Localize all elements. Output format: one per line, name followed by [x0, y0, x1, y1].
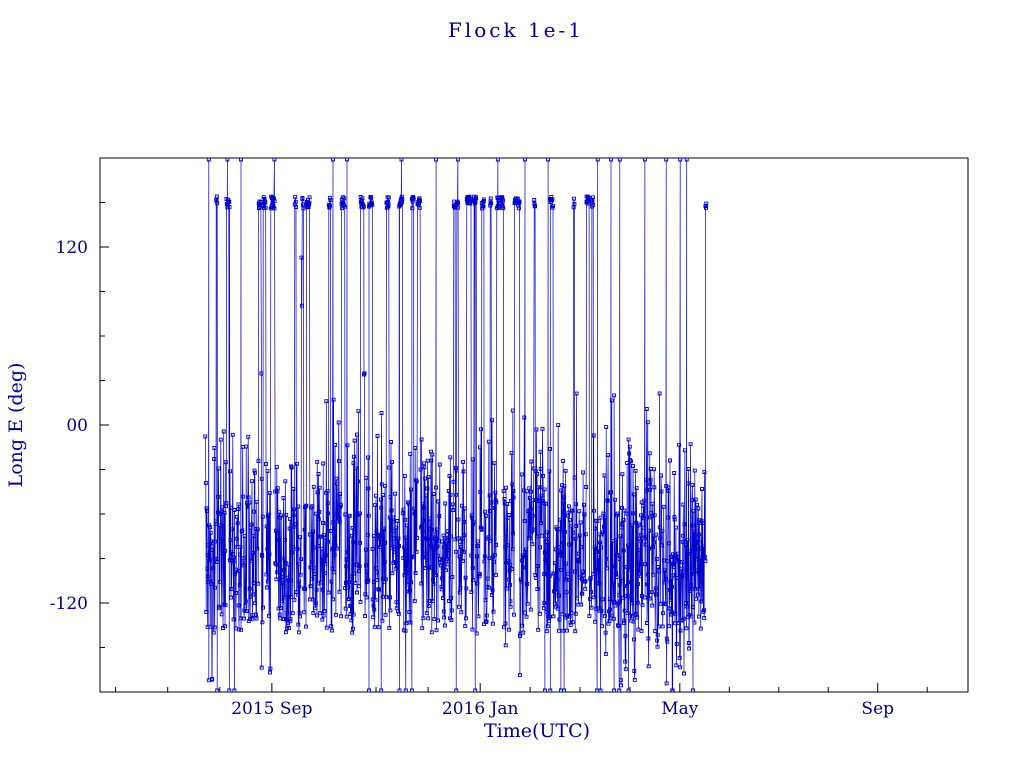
x-tick-label: 2015 Sep	[231, 699, 312, 719]
y-axis-label: Long E (deg)	[5, 363, 27, 488]
x-tick-label: 2016 Jan	[442, 699, 519, 719]
axes: 2015 Sep 2016 Jan May Sep 120 00 -120	[50, 157, 969, 719]
y-tick-label: 120	[56, 238, 88, 258]
y-tick-label: 00	[66, 416, 88, 436]
data-markers	[203, 158, 709, 692]
y-tick-label: -120	[50, 594, 88, 614]
x-tick-label: May	[661, 699, 699, 719]
x-tick-label: Sep	[861, 699, 894, 719]
x-axis-label: Time(UTC)	[484, 720, 590, 742]
chart-title: Flock 1e-1	[448, 18, 584, 42]
data-series	[203, 158, 709, 692]
data-line	[204, 159, 707, 691]
